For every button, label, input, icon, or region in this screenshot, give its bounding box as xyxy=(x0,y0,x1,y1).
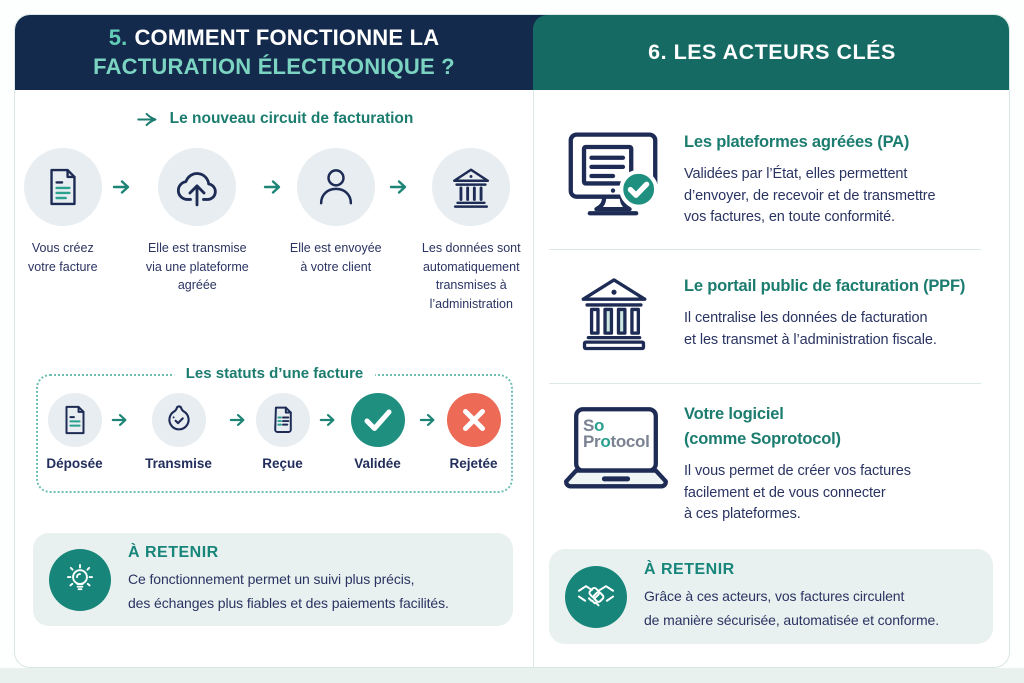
laptop-icon: So Protocol xyxy=(553,403,679,500)
deposited-invoice-icon xyxy=(47,393,102,447)
status-box-title: Les statuts d’une facture xyxy=(173,365,376,382)
panel-divider xyxy=(533,90,534,667)
circuit-steps: Vous créez votre facture Elle est transmi… xyxy=(15,148,533,313)
left-panel-header: 5. COMMENT FONCTIONNE LA FACTURATION ÉLEC… xyxy=(15,15,549,90)
right-note-text: À RETENIR Grâce à ces acteurs, vos factu… xyxy=(644,561,939,632)
left-panel: Le nouveau circuit de facturation Vous c… xyxy=(15,90,533,667)
right-header-title: 6. LES ACTEURS CLÉS xyxy=(648,40,896,64)
actor-platforms: Les plateformes agréées (PA) Validées pa… xyxy=(684,130,936,229)
bank-icon xyxy=(432,148,511,226)
circuit-step-client: Elle est envoyée à votre client xyxy=(284,148,388,313)
received-receipt-icon xyxy=(255,393,310,447)
flow-arrow-icon xyxy=(111,411,129,471)
section-divider xyxy=(549,383,981,384)
status-row: Déposée Transmise xyxy=(38,376,511,471)
cloud-upload-icon xyxy=(158,148,237,226)
lightbulb-icon xyxy=(49,548,111,611)
soprotocol-logo: So Protocol xyxy=(583,416,650,451)
transmitted-seal-icon xyxy=(151,393,206,447)
status-received: Reçue xyxy=(247,393,319,471)
monitor-check-icon xyxy=(559,123,667,234)
flow-arrow-icon xyxy=(229,411,247,471)
note-title: À RETENIR xyxy=(644,561,735,578)
flow-arrow-icon xyxy=(419,411,437,471)
status-label: Déposée xyxy=(46,456,103,471)
actor-title: Les plateformes agréées (PA) xyxy=(684,133,910,151)
step-caption: Les données sont automatiquement transmise… xyxy=(421,241,521,311)
status-label: Transmise xyxy=(145,456,212,471)
right-panel: Les plateformes agréées (PA) Validées pa… xyxy=(533,90,1009,667)
circuit-section-title: Le nouveau circuit de facturation xyxy=(15,110,533,128)
left-note-text: À RETENIR Ce fonctionnement permet un su… xyxy=(128,544,449,615)
check-circle-icon xyxy=(350,393,405,447)
note-body: Ce fonctionnement permet un suivi plus p… xyxy=(128,571,449,611)
flow-arrow-icon xyxy=(388,177,410,313)
person-icon xyxy=(296,148,375,226)
right-panel-header: 6. LES ACTEURS CLÉS xyxy=(533,15,1009,90)
circuit-step-transmit: Elle est transmise via une plateforme agré… xyxy=(133,148,262,313)
left-section-number: 5. xyxy=(108,25,128,50)
step-caption: Elle est transmise via une plateforme agré… xyxy=(145,241,249,292)
actor-ppf: Le portail public de facturation (PPF) I… xyxy=(684,274,965,351)
gear-letter: o xyxy=(594,416,605,435)
actor-body: Il vous permet de créer vos factures faci… xyxy=(684,463,911,522)
infographic-card: 5. COMMENT FONCTIONNE LA FACTURATION ÉLEC… xyxy=(14,14,1010,668)
actor-title: Le portail public de facturation (PPF) xyxy=(684,277,966,295)
circuit-step-administration: Les données sont automatiquement transmise… xyxy=(410,148,533,313)
flow-arrow-icon xyxy=(111,177,133,313)
step-caption: Vous créez votre facture xyxy=(28,241,98,274)
flow-arrow-icon xyxy=(262,177,284,313)
status-transmitted: Transmise xyxy=(129,393,229,471)
left-header-title: COMMENT FONCTIONNE LA xyxy=(134,25,440,50)
status-deposited: Déposée xyxy=(39,393,111,471)
cross-circle-icon xyxy=(446,393,501,447)
section-divider xyxy=(549,249,981,250)
left-header-line2: FACTURATION ÉLECTRONIQUE ? xyxy=(93,54,455,79)
invoice-document-icon xyxy=(23,148,102,226)
bank-icon xyxy=(573,268,655,361)
status-label: Rejetée xyxy=(449,456,498,471)
status-label: Reçue xyxy=(262,456,303,471)
right-note-box: À RETENIR Grâce à ces acteurs, vos factu… xyxy=(549,549,993,644)
left-header-line1: 5. COMMENT FONCTIONNE LA xyxy=(109,25,440,51)
actor-software: Votre logiciel (comme Soprotocol) Il vous… xyxy=(684,402,911,526)
flow-arrow-icon xyxy=(319,411,337,471)
circuit-step-create: Vous créez votre facture xyxy=(15,148,111,313)
status-rejected: Rejetée xyxy=(437,393,511,471)
actor-body: Il centralise les données de facturation… xyxy=(684,310,937,348)
note-body: Grâce à ces acteurs, vos factures circul… xyxy=(644,588,939,628)
gear-letter: o xyxy=(600,432,611,451)
dart-arrow-icon xyxy=(136,112,157,126)
handshake-icon xyxy=(565,565,627,628)
note-title: À RETENIR xyxy=(128,544,219,561)
status-validated: Validée xyxy=(337,393,419,471)
status-label: Validée xyxy=(354,456,401,471)
actor-title: Votre logiciel (comme Soprotocol) xyxy=(684,405,841,448)
step-caption: Elle est envoyée à votre client xyxy=(289,241,382,274)
left-note-box: À RETENIR Ce fonctionnement permet un su… xyxy=(33,533,513,626)
actor-body: Validées par l’État, elles permettent d’e… xyxy=(684,166,936,225)
circuit-title-text: Le nouveau circuit de facturation xyxy=(169,110,414,127)
bottom-strip xyxy=(0,668,1024,683)
invoice-status-box: Les statuts d’une facture Déposée xyxy=(36,365,513,493)
